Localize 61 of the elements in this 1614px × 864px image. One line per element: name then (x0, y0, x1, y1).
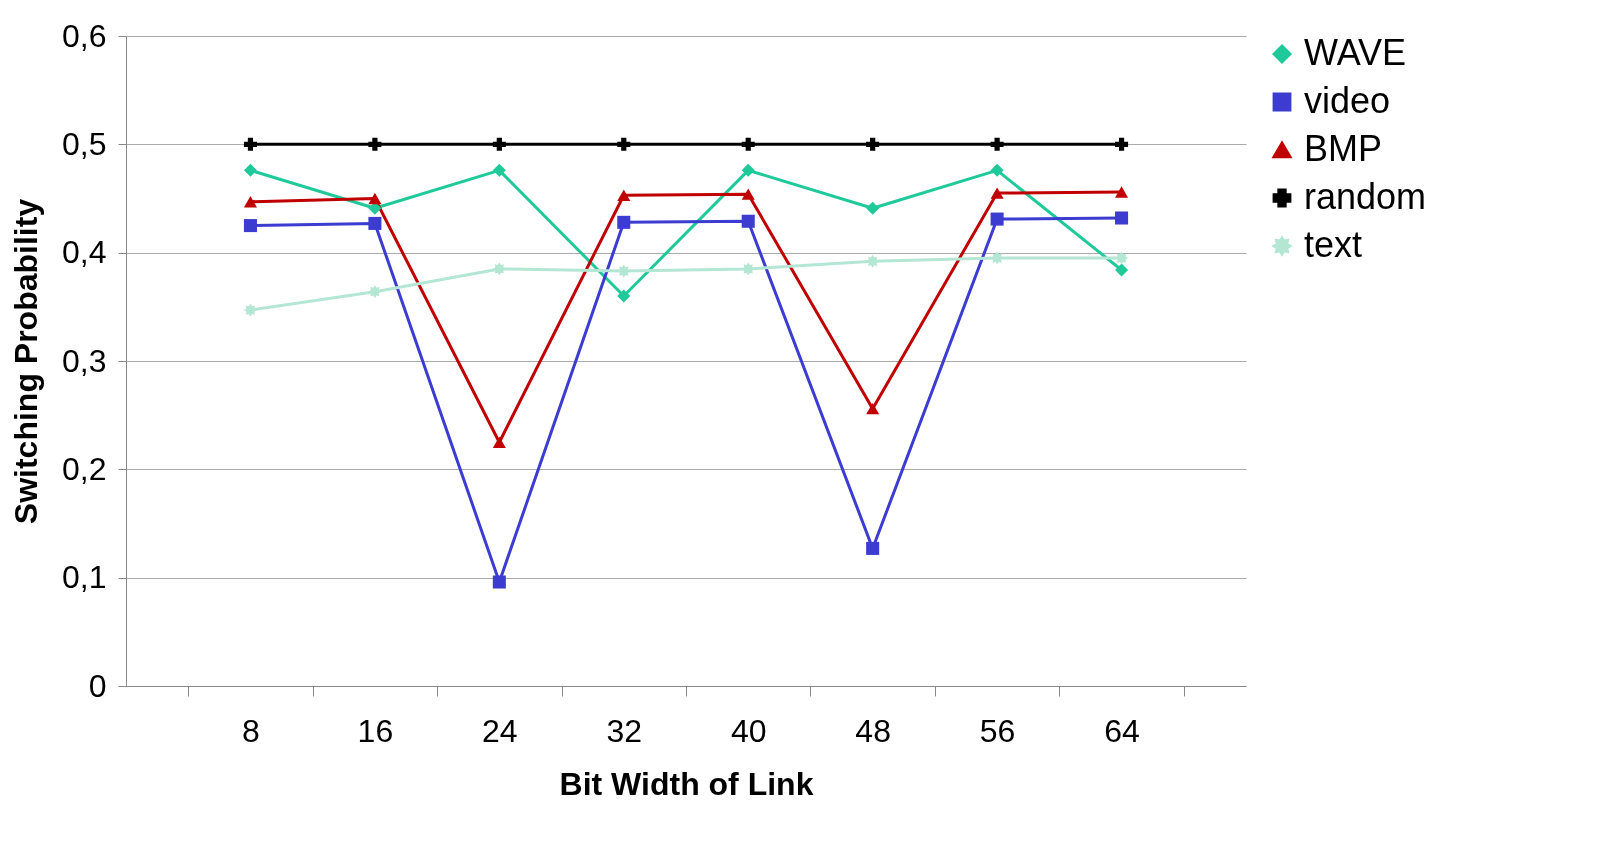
x-tick-label: 24 (482, 712, 518, 749)
x-tick-label: 56 (979, 712, 1016, 749)
y-tick-label: 0,4 (62, 234, 107, 271)
y-tick-label: 0,1 (62, 559, 107, 596)
legend-label: random (1304, 176, 1427, 217)
point (243, 196, 257, 208)
x-axis-title: Bit Width of Link (559, 765, 814, 802)
point (368, 137, 382, 151)
y-tick-label: 0 (88, 667, 107, 704)
point (990, 251, 1004, 265)
legend-label: WAVE (1304, 32, 1407, 73)
point (492, 262, 506, 276)
x-tick-label: 32 (606, 712, 643, 749)
point (368, 192, 382, 205)
y-tick-label: 0,3 (62, 342, 107, 379)
point (617, 264, 631, 278)
point (368, 216, 382, 230)
point (741, 188, 755, 200)
point (741, 163, 755, 177)
point (492, 137, 506, 151)
legend-label: video (1304, 80, 1391, 121)
point (243, 219, 257, 233)
point (866, 541, 880, 555)
x-tick-label: 8 (242, 712, 260, 749)
legend-label: text (1304, 224, 1363, 265)
point (617, 215, 631, 229)
y-tick-label: 0,6 (62, 17, 107, 54)
point (492, 436, 506, 448)
point (1115, 263, 1129, 277)
x-tick-label: 40 (730, 712, 767, 749)
legend-label: BMP (1304, 128, 1383, 169)
point (617, 289, 631, 303)
point (990, 212, 1004, 226)
point (368, 285, 382, 299)
point (243, 137, 257, 151)
point (1115, 211, 1129, 225)
point (1115, 186, 1129, 198)
point (741, 214, 755, 228)
point (866, 254, 880, 268)
point (1115, 251, 1129, 265)
point (990, 137, 1004, 151)
point (866, 137, 880, 151)
x-tick-label: 48 (855, 712, 891, 749)
y-tick-label: 0,5 (62, 125, 107, 162)
point (617, 189, 631, 201)
point (243, 163, 257, 177)
point (617, 137, 631, 151)
point (1115, 137, 1129, 151)
y-tick-label: 0,2 (62, 450, 107, 487)
point (866, 201, 880, 215)
x-tick-label: 64 (1104, 712, 1140, 749)
point (990, 187, 1004, 199)
point (741, 137, 755, 151)
point (990, 163, 1004, 177)
point (492, 163, 506, 177)
point (866, 403, 880, 415)
x-tick-label: 16 (357, 712, 394, 749)
point (243, 303, 257, 317)
point (492, 575, 506, 589)
point (741, 262, 755, 276)
y-axis-title: Switching Probability (8, 198, 45, 525)
